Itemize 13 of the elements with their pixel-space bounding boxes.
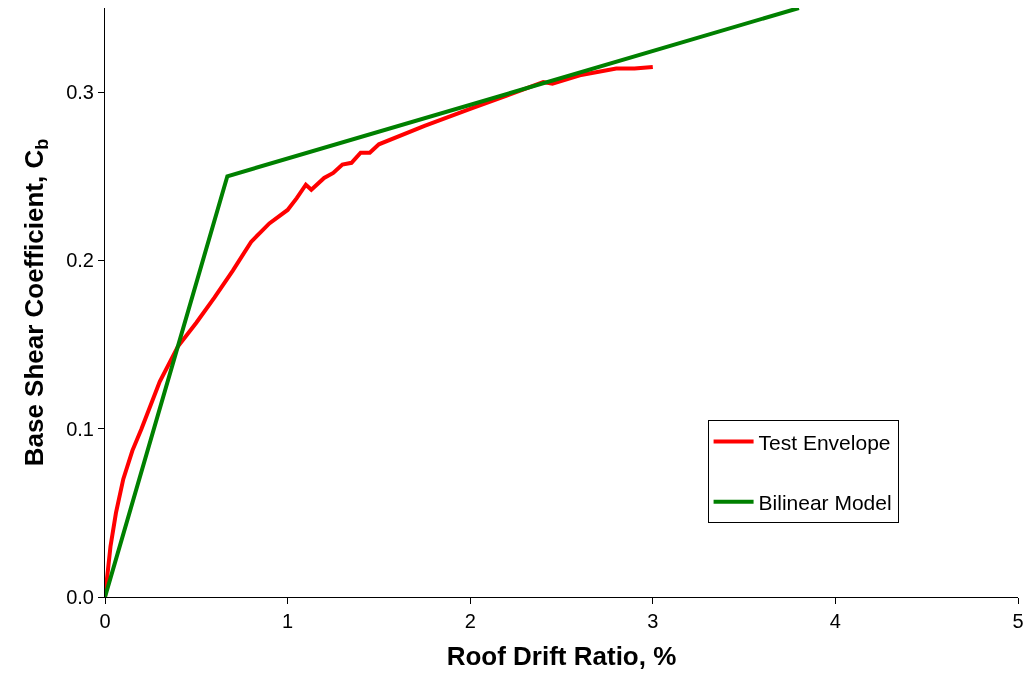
x-axis-title: Roof Drift Ratio, % [446,640,677,671]
y-tick-label: 0.1 [66,417,94,440]
y-tick-label: 0.3 [66,81,94,104]
legend-label: Test Envelope [758,430,891,454]
x-tick-label: 1 [282,610,294,632]
y-tick-label: 0.2 [66,249,94,272]
x-tick-label: 4 [829,610,841,632]
x-tick-label: 5 [1012,610,1024,632]
x-tick-label: 0 [99,610,111,632]
x-tick-label: 2 [464,610,476,632]
legend-label: Bilinear Model [758,490,892,514]
x-tick-label: 3 [647,610,659,632]
y-tick-label: 0.0 [66,586,94,608]
